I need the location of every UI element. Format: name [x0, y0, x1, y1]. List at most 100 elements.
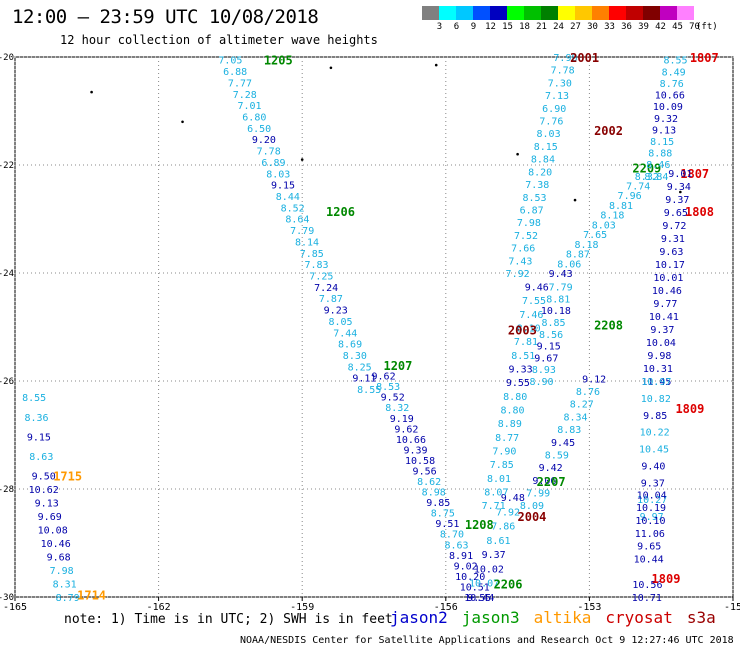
pass-time-label: 2003: [508, 324, 537, 338]
chart-subtitle: 12 hour collection of altimeter wave hei…: [60, 33, 378, 47]
wave-height-label: 9.31: [661, 234, 685, 245]
wave-height-label: 9.48: [501, 493, 525, 504]
colorbar-label: 3: [436, 22, 443, 32]
wave-height-label: 10.27: [637, 495, 667, 506]
wave-height-label: 8.44: [276, 192, 300, 203]
wave-height-label: 10.17: [655, 260, 685, 271]
x-tick-label: -156: [434, 602, 458, 613]
wave-height-label: 8.64: [285, 215, 309, 226]
colorbar-swatch: [524, 6, 541, 20]
wave-height-label: 9.40: [641, 461, 665, 472]
wave-height-label: 9.65: [664, 208, 688, 219]
colorbar-label: 21: [536, 22, 547, 32]
pass-time-label: 1207: [383, 359, 412, 373]
wave-height-label: 10.46: [41, 539, 71, 550]
wave-height-label: 7.90: [492, 447, 516, 458]
pass-time-label: 2001: [570, 51, 599, 65]
wave-height-label: 6.87: [520, 205, 544, 216]
wave-height-label: 8.62: [417, 477, 441, 488]
wave-height-label: 8.93: [532, 365, 556, 376]
colorbar-swatch: [507, 6, 524, 20]
island-dot: [300, 158, 304, 161]
wave-height-label: 9.55: [467, 593, 491, 604]
colorbar-swatch: [660, 6, 677, 20]
wave-height-label: 9.85: [643, 411, 667, 422]
colorbar-label: 70: [689, 22, 700, 32]
island-dot: [434, 63, 438, 67]
wave-height-label: 9.43: [549, 269, 573, 280]
wave-height-label: 10.31: [643, 364, 673, 375]
wave-height-label: 7.46: [519, 310, 543, 321]
wave-height-label: 9.06: [532, 476, 556, 487]
wave-height-label: 7.66: [511, 244, 535, 255]
wave-height-label: 9.15: [27, 432, 51, 443]
wave-height-label: 9.50: [32, 472, 56, 483]
colorbar-swatch: [473, 6, 490, 20]
legend-cryosat: cryosat: [605, 608, 673, 627]
y-tick-label: -26: [0, 377, 14, 387]
wave-height-label: 6.88: [223, 67, 247, 78]
pass-time-label: 2209: [632, 162, 661, 176]
wave-height-label: 9.37: [650, 325, 674, 336]
wave-height-label: 7.96: [618, 191, 642, 202]
colorbar-swatch: [592, 6, 609, 20]
wave-height-label: 7.81: [514, 337, 538, 348]
wave-height-label: 9.20: [252, 135, 276, 146]
wave-height-label: 9.65: [637, 542, 661, 553]
wave-height-label: 6.89: [261, 158, 285, 169]
wave-height-label: 8.46: [646, 160, 670, 171]
pass-time-label: 2206: [494, 578, 523, 592]
wave-height-label: 9.39: [403, 445, 427, 456]
wave-height-label: 10.08: [38, 526, 68, 537]
wave-height-label: 9.67: [534, 353, 558, 364]
wave-height-label: 10.44: [634, 555, 664, 566]
colorbar-label: 36: [621, 22, 632, 32]
pass-time-label: 2208: [594, 318, 623, 332]
wave-height-label: 10.66: [655, 91, 685, 102]
y-tick-label: -20: [0, 53, 14, 63]
wave-height-label: 7.98: [517, 218, 541, 229]
wave-height-label: 10.66: [396, 435, 426, 446]
wave-height-label: 9.62: [372, 372, 396, 383]
colorbar-label: 45: [672, 22, 683, 32]
wave-height-label: 8.83: [557, 425, 581, 436]
pass-time-label: 1807: [680, 167, 709, 181]
wave-height-label: 6.80: [242, 112, 266, 123]
wave-height-label: 8.76: [576, 387, 600, 398]
wave-height-label: 8.52: [281, 203, 305, 214]
wave-height-label: 8.70: [440, 530, 464, 541]
colorbar-label: 18: [519, 22, 530, 32]
wave-height-label: 10.19: [636, 503, 666, 514]
wave-height-label: 7.28: [233, 90, 257, 101]
wave-height-label: 10.07: [469, 579, 499, 590]
wave-height-label: 8.05: [328, 317, 352, 328]
wave-height-label: 10.56: [632, 580, 662, 591]
wave-height-label: 10.44: [464, 593, 494, 604]
wave-height-label: 10.01: [653, 273, 683, 284]
wave-height-label: 9.51: [435, 519, 459, 530]
wave-height-label: 7.79: [290, 226, 314, 237]
wave-height-label: 10.41: [649, 312, 679, 323]
wave-height-label: 9.63: [659, 247, 683, 258]
wave-height-label: 9.12: [582, 374, 606, 385]
wave-height-label: 9.52: [381, 393, 405, 404]
colorbar-label: 12: [485, 22, 496, 32]
island-dot: [573, 198, 577, 202]
wave-height-label: 8.55: [22, 393, 46, 404]
wave-height-label: 10.20: [455, 572, 485, 583]
wave-height-label: 7.83: [305, 260, 329, 271]
wave-height-label: 10.45: [639, 445, 669, 456]
x-tick-label: -165: [3, 602, 27, 613]
wave-height-label: 7.25: [309, 272, 333, 283]
wave-height-label: 8.51: [511, 351, 535, 362]
wave-height-label: 8.53: [376, 382, 400, 393]
wave-height-label: 7.71: [482, 501, 506, 512]
colorbar-label: (ft): [696, 22, 718, 32]
wave-height-label: 8.81: [609, 201, 633, 212]
colorbar-swatch: [609, 6, 626, 20]
pass-time-label: 1205: [264, 54, 293, 68]
wave-height-label: 8.69: [338, 340, 362, 351]
footnote: note: 1) Time is in UTC; 2) SWH is in fe…: [64, 612, 393, 627]
wave-height-label: 8.55: [357, 385, 381, 396]
wave-height-label: 8.63: [444, 540, 468, 551]
